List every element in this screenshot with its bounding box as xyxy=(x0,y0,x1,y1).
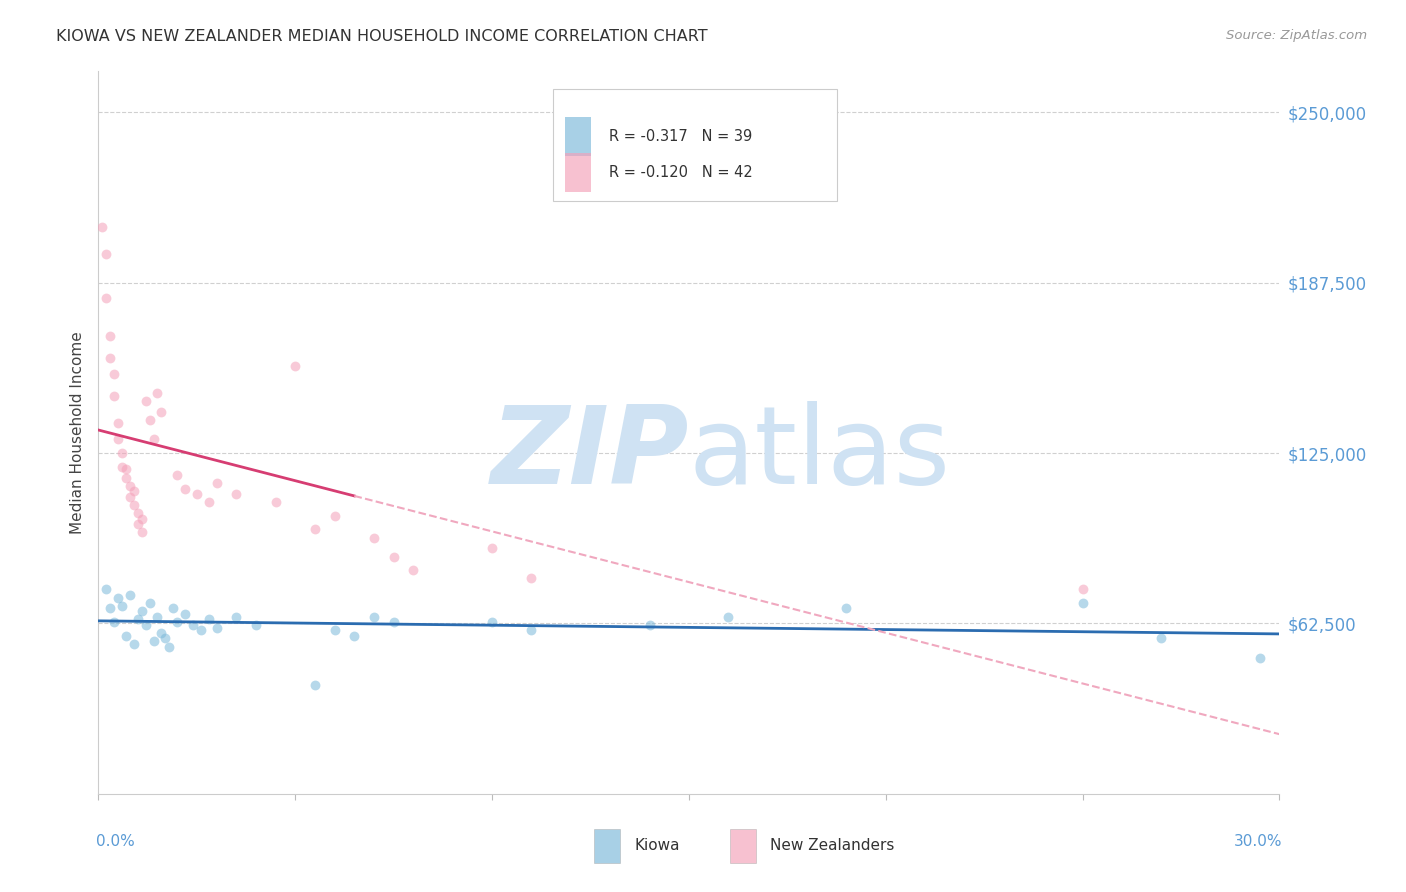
Point xyxy=(155,632,177,646)
Point xyxy=(638,617,661,632)
Point xyxy=(96,291,118,305)
Point xyxy=(91,219,114,234)
FancyBboxPatch shape xyxy=(595,829,620,863)
Point xyxy=(174,482,197,496)
Point xyxy=(284,359,307,373)
Point xyxy=(717,609,740,624)
Point xyxy=(115,629,138,643)
Point xyxy=(150,626,173,640)
Point xyxy=(111,459,134,474)
Point xyxy=(115,470,138,484)
Point xyxy=(382,615,405,629)
Text: New Zealanders: New Zealanders xyxy=(770,838,894,854)
Text: R = -0.317   N = 39: R = -0.317 N = 39 xyxy=(609,128,752,144)
Point xyxy=(1071,596,1094,610)
Point xyxy=(323,508,346,523)
Text: Source: ZipAtlas.com: Source: ZipAtlas.com xyxy=(1226,29,1367,43)
Point xyxy=(98,328,121,343)
Point xyxy=(98,351,121,365)
Point xyxy=(135,617,157,632)
Point xyxy=(205,621,228,635)
Point xyxy=(382,549,405,564)
Point xyxy=(138,413,160,427)
Point xyxy=(304,523,326,537)
Point xyxy=(304,678,326,692)
Point xyxy=(142,634,165,648)
Point xyxy=(264,495,287,509)
Point xyxy=(245,617,267,632)
Point xyxy=(103,367,125,381)
Text: ZIP: ZIP xyxy=(491,401,689,508)
Point xyxy=(107,416,129,430)
Point xyxy=(131,604,153,618)
FancyBboxPatch shape xyxy=(565,117,591,156)
Point xyxy=(363,531,385,545)
Point xyxy=(150,405,173,419)
Point xyxy=(162,601,184,615)
Point xyxy=(166,615,188,629)
Point xyxy=(118,588,141,602)
Point xyxy=(343,629,366,643)
Point xyxy=(1071,582,1094,597)
Point xyxy=(131,511,153,525)
FancyBboxPatch shape xyxy=(565,153,591,193)
Point xyxy=(111,599,134,613)
Point xyxy=(835,601,858,615)
Point xyxy=(122,637,145,651)
Point xyxy=(181,617,204,632)
Point xyxy=(166,467,188,482)
Text: R = -0.120   N = 42: R = -0.120 N = 42 xyxy=(609,165,752,180)
Text: 30.0%: 30.0% xyxy=(1233,834,1282,848)
Point xyxy=(157,640,180,654)
Point xyxy=(190,624,212,638)
Point xyxy=(197,612,219,626)
Point xyxy=(1150,632,1173,646)
Point xyxy=(146,609,169,624)
Point xyxy=(107,433,129,447)
Point xyxy=(138,596,160,610)
Point xyxy=(98,601,121,615)
Point xyxy=(146,386,169,401)
Text: KIOWA VS NEW ZEALANDER MEDIAN HOUSEHOLD INCOME CORRELATION CHART: KIOWA VS NEW ZEALANDER MEDIAN HOUSEHOLD … xyxy=(56,29,707,45)
Point xyxy=(1249,650,1271,665)
FancyBboxPatch shape xyxy=(730,829,756,863)
Point xyxy=(107,591,129,605)
Point xyxy=(186,487,208,501)
FancyBboxPatch shape xyxy=(553,89,837,202)
Point xyxy=(96,247,118,261)
Text: 0.0%: 0.0% xyxy=(96,834,135,848)
Point xyxy=(402,563,425,577)
Point xyxy=(111,446,134,460)
Point xyxy=(197,495,219,509)
Point xyxy=(520,572,543,586)
Point xyxy=(103,389,125,403)
Point xyxy=(323,624,346,638)
Point xyxy=(205,476,228,491)
Y-axis label: Median Household Income: Median Household Income xyxy=(69,331,84,534)
Point xyxy=(363,609,385,624)
Point xyxy=(103,615,125,629)
Point xyxy=(118,490,141,504)
Point xyxy=(122,498,145,512)
Point xyxy=(96,582,118,597)
Text: atlas: atlas xyxy=(689,401,950,508)
Point xyxy=(131,525,153,540)
Point xyxy=(225,609,247,624)
Point xyxy=(122,484,145,499)
Point xyxy=(127,506,149,520)
Point xyxy=(118,479,141,493)
Point xyxy=(225,487,247,501)
Point xyxy=(520,624,543,638)
Point xyxy=(481,615,503,629)
Point xyxy=(142,433,165,447)
Point xyxy=(481,541,503,556)
Text: Kiowa: Kiowa xyxy=(634,838,681,854)
Point xyxy=(127,516,149,531)
Point xyxy=(115,462,138,476)
Point xyxy=(127,612,149,626)
Point xyxy=(135,394,157,409)
Point xyxy=(174,607,197,621)
